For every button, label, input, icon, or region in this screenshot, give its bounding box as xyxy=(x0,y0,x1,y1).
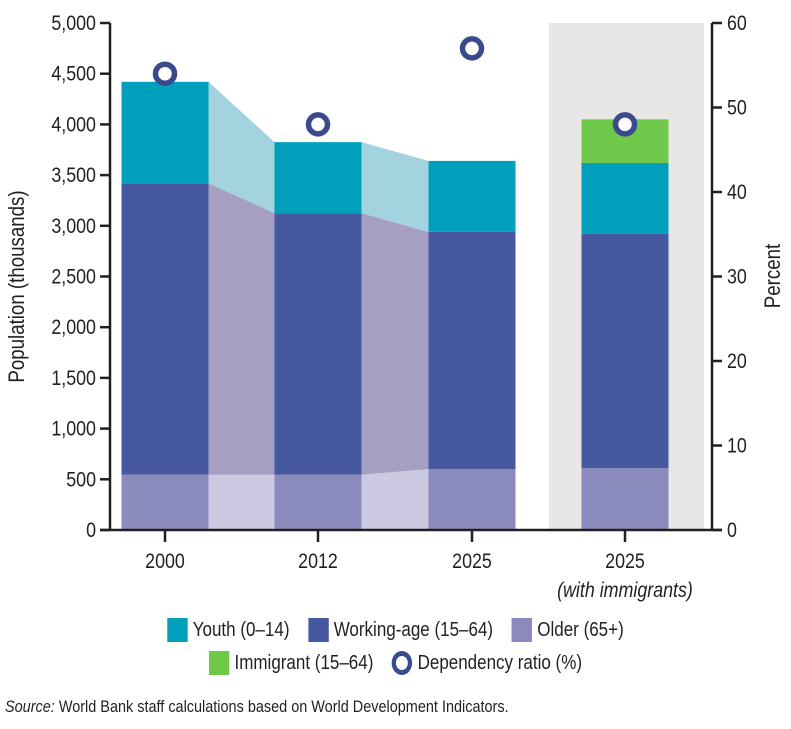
dependency-ratio-point xyxy=(152,61,178,86)
connector-band xyxy=(208,474,275,530)
y-tick-label: 4,500 xyxy=(51,62,96,86)
y2-tick-label: 50 xyxy=(727,96,747,120)
bar-segment xyxy=(274,474,362,530)
y2-tick-label: 10 xyxy=(727,434,747,458)
legend-item-older: Older (65+) xyxy=(511,618,624,642)
y2-tick-label: 30 xyxy=(727,265,747,289)
bar-segment xyxy=(581,468,669,530)
y-tick-label: 1,500 xyxy=(51,367,96,391)
legend-item-dependency-ratio: Dependency ratio (%) xyxy=(392,651,582,675)
legend-swatch-youth xyxy=(167,618,188,642)
connector-band xyxy=(361,469,429,530)
chart-svg: 05001,0001,5002,0002,5003,0003,5004,0004… xyxy=(6,12,786,603)
source-text: World Bank staff calculations based on W… xyxy=(54,697,509,716)
bar-segment xyxy=(428,231,516,470)
y2-tick-label: 60 xyxy=(727,12,747,36)
y-tick-label: 4,000 xyxy=(51,113,96,137)
x-tick-label: 2025 xyxy=(452,550,492,574)
source-prefix: Source: xyxy=(5,697,55,716)
x-tick-label: 2012 xyxy=(298,550,338,574)
legend-swatch-older xyxy=(511,618,533,642)
bar-segment xyxy=(581,162,669,234)
y-tick-label: 1,000 xyxy=(51,417,96,441)
dependency-ratio-point xyxy=(459,36,485,61)
connector-band xyxy=(208,183,275,475)
y2-axis-title: Percent xyxy=(762,243,786,308)
legend-swatch-working-age xyxy=(308,618,329,642)
connector-band xyxy=(208,81,275,214)
ring-marker-icon xyxy=(392,651,413,675)
x-tick-label: 2000 xyxy=(145,550,185,574)
dependency-ratio-point xyxy=(612,112,638,137)
bar-segment xyxy=(428,469,516,530)
y-tick-label: 0 xyxy=(86,519,96,543)
y2-tick-label: 0 xyxy=(727,519,737,543)
bar-segment xyxy=(121,183,209,475)
y2-tick-label: 40 xyxy=(727,181,747,205)
y-tick-label: 5,000 xyxy=(51,12,96,36)
legend-label-dependency-ratio: Dependency ratio (%) xyxy=(417,651,583,674)
legend-item-immigrant: Immigrant (15–64) xyxy=(208,651,374,675)
y-tick-label: 500 xyxy=(66,468,96,492)
legend-item-youth: Youth (0–14) xyxy=(167,618,289,642)
connector-band xyxy=(361,213,429,475)
connector-band xyxy=(361,142,429,232)
legend-swatch-immigrant xyxy=(208,651,230,675)
y-axis-title: Population (thousands) xyxy=(6,190,30,382)
legend-label-working-age: Working-age (15–64) xyxy=(333,618,494,641)
bar-segment xyxy=(428,160,516,232)
y-tick-label: 3,500 xyxy=(51,164,96,188)
legend-label-immigrant: Immigrant (15–64) xyxy=(234,651,374,674)
y2-tick-label: 20 xyxy=(727,350,747,374)
bar-segment xyxy=(274,213,362,475)
legend-row-1: Youth (0–14) Working-age (15–64) Older (… xyxy=(59,618,731,642)
legend-row-2: Immigrant (15–64) Dependency ratio (%) xyxy=(59,651,731,675)
source-note: Source: World Bank staff calculations ba… xyxy=(5,697,509,717)
y-tick-label: 3,000 xyxy=(51,214,96,238)
dependency-ratio-point xyxy=(305,112,331,137)
legend-label-older: Older (65+) xyxy=(537,618,624,641)
x-tick-sublabel: (with immigrants) xyxy=(557,579,693,603)
bar-segment xyxy=(121,81,209,184)
bar-segment xyxy=(581,233,669,469)
legend-item-working-age: Working-age (15–64) xyxy=(308,618,493,642)
x-tick-label: 2025 xyxy=(605,550,645,574)
bar-segment xyxy=(274,142,362,214)
y-tick-label: 2,500 xyxy=(51,265,96,289)
legend-label-youth: Youth (0–14) xyxy=(192,618,290,641)
bar-segment xyxy=(121,474,209,530)
y-tick-label: 2,000 xyxy=(51,316,96,340)
